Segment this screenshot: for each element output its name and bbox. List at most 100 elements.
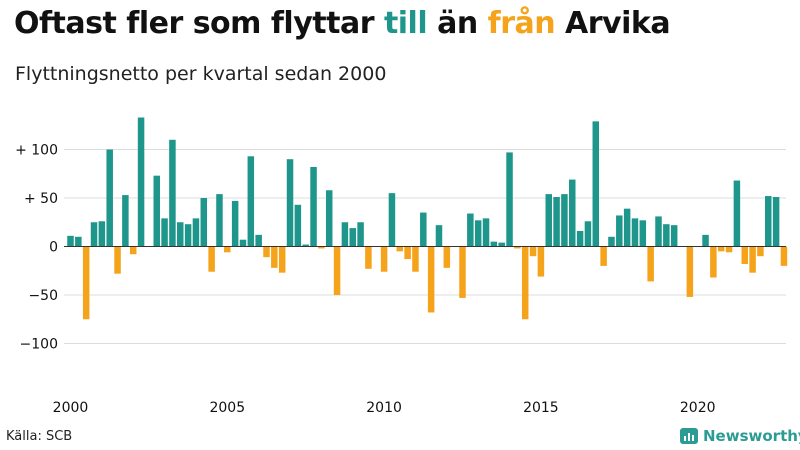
bars — [67, 117, 788, 320]
bar — [420, 212, 427, 247]
bar — [772, 197, 780, 247]
bar — [380, 246, 388, 272]
bar — [435, 225, 443, 247]
bar — [247, 156, 255, 247]
bar — [663, 224, 670, 247]
y-tick-label: −50 — [28, 288, 58, 304]
bar — [412, 246, 419, 272]
logo-text: Newsworthy — [703, 427, 800, 445]
bar — [231, 200, 239, 247]
x-tick-label: 2005 — [209, 400, 245, 416]
bar — [318, 246, 325, 249]
bar — [670, 225, 678, 247]
bar — [216, 194, 223, 247]
bar — [600, 246, 607, 266]
bar — [553, 197, 560, 247]
bar — [365, 246, 372, 269]
bar — [717, 246, 725, 252]
x-tick-label: 2010 — [366, 400, 402, 416]
bar — [561, 194, 568, 247]
bar — [506, 152, 513, 247]
title-part-3: Arvika — [555, 6, 671, 41]
x-axis: 2000 2005 2010 2015 2020 — [53, 400, 716, 416]
bar — [263, 246, 270, 258]
bar — [655, 216, 662, 247]
title-till-highlight: till — [383, 6, 428, 41]
bar — [161, 218, 168, 247]
bar — [757, 246, 764, 257]
bar — [592, 121, 600, 247]
bar — [67, 235, 74, 247]
bar — [514, 246, 521, 249]
chart-subtitle: Flyttningsnetto per kvartal sedan 2000 — [15, 63, 387, 85]
bar — [169, 139, 176, 247]
bar — [333, 246, 341, 295]
bar — [474, 220, 482, 247]
bar — [490, 241, 498, 247]
bar — [459, 246, 466, 298]
bar — [686, 246, 694, 297]
source-note: Källa: SCB — [6, 429, 73, 444]
bar — [177, 222, 184, 247]
x-tick-label: 2020 — [680, 400, 716, 416]
bar — [608, 236, 615, 247]
x-tick-label: 2015 — [523, 400, 559, 416]
bar — [341, 222, 349, 247]
bar — [584, 221, 592, 247]
bar — [404, 246, 411, 260]
bar — [733, 180, 741, 247]
y-tick-label: −100 — [20, 337, 58, 353]
bar — [631, 218, 639, 247]
bar — [90, 222, 98, 247]
bar — [427, 246, 435, 313]
bar — [153, 175, 160, 247]
bar — [780, 246, 788, 266]
bar — [184, 224, 192, 247]
bar — [271, 246, 278, 268]
bar — [467, 213, 474, 247]
bar — [521, 246, 529, 320]
bar — [278, 246, 286, 273]
bar — [239, 239, 247, 247]
bar — [200, 198, 208, 247]
bar — [710, 246, 717, 278]
bar — [98, 221, 106, 247]
bar — [224, 246, 231, 253]
y-tick-label: + 100 — [15, 143, 58, 159]
bar — [286, 159, 294, 247]
bar — [192, 218, 200, 247]
bar-chart-icon — [680, 428, 698, 444]
bar — [765, 196, 772, 247]
bar — [529, 246, 537, 257]
bar — [647, 246, 654, 282]
bar — [75, 236, 82, 247]
bar — [749, 246, 756, 273]
bar — [616, 215, 623, 247]
y-axis: + 100 + 50 0 −50 −100 — [15, 143, 58, 353]
bar — [388, 193, 396, 247]
bar — [294, 204, 302, 247]
title-fran-highlight: från — [487, 6, 556, 41]
bar — [310, 166, 317, 247]
bar — [208, 246, 215, 272]
bar — [576, 230, 584, 247]
bar — [623, 208, 631, 247]
bar — [537, 246, 545, 277]
newsworthy-logo: Newsworthy — [680, 427, 800, 445]
title-part-1: Oftast fler som flyttar — [14, 6, 384, 41]
bar — [741, 246, 748, 264]
bar — [545, 194, 552, 247]
bar — [114, 246, 121, 274]
bar-chart: + 100 + 50 0 −50 −100 2000 2005 2010 2015 2020 — [15, 117, 788, 416]
x-tick-label: 2000 — [53, 400, 89, 416]
grid-lines — [64, 149, 786, 344]
bar — [325, 190, 333, 247]
bar — [82, 246, 90, 320]
bar — [137, 117, 145, 247]
bar — [122, 195, 129, 247]
bar — [443, 246, 451, 268]
y-tick-label: + 50 — [24, 191, 58, 207]
title-part-2: än — [427, 6, 488, 41]
bar — [129, 246, 137, 255]
bar — [702, 234, 709, 247]
